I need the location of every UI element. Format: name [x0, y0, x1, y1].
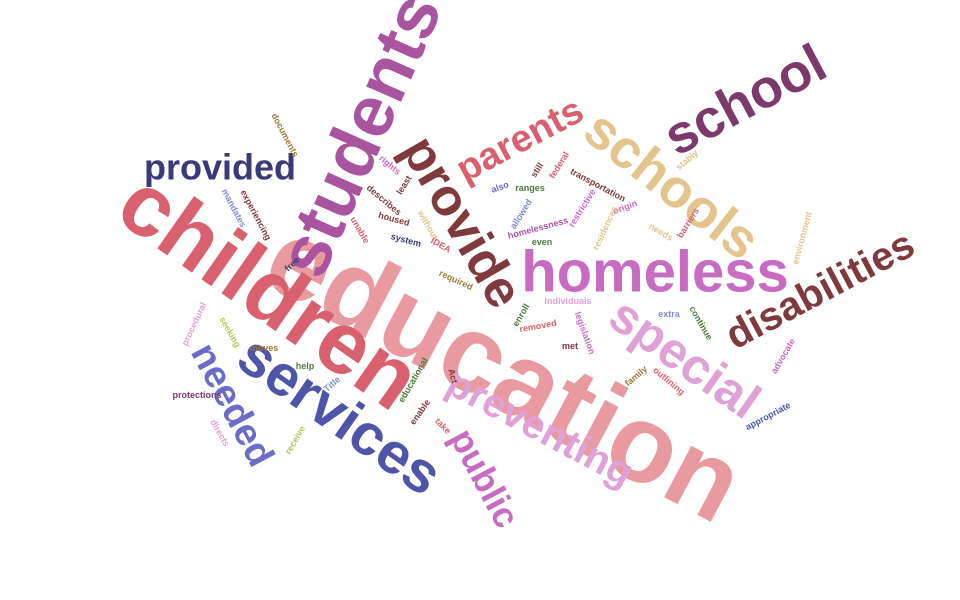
word-enable: enable — [408, 397, 433, 426]
word-procedural: procedural — [180, 301, 209, 347]
word-restrictive: restrictive — [566, 187, 597, 229]
word-advocate: advocate — [769, 337, 797, 376]
word-ranges: ranges — [515, 183, 545, 193]
word-protections: protections — [172, 390, 221, 400]
word-parents: parents — [450, 89, 591, 191]
word-school: school — [654, 33, 836, 168]
word-provided: provided — [144, 147, 296, 188]
word-take: take — [433, 416, 453, 436]
word-federal: federal — [547, 150, 571, 180]
word-environment: environment — [790, 211, 814, 266]
word-met: met — [562, 341, 578, 351]
word-also: also — [490, 179, 511, 195]
word-moves: moves — [250, 343, 279, 353]
word-homeless: homeless — [521, 240, 789, 305]
word-even: even — [532, 237, 553, 247]
word-help: help — [296, 361, 315, 371]
word-act: Act — [446, 368, 459, 385]
word-individuals: Individuals — [544, 296, 591, 306]
word-receive: receive — [283, 424, 307, 456]
word-still: still — [529, 161, 546, 179]
word-extra: extra — [658, 309, 681, 319]
